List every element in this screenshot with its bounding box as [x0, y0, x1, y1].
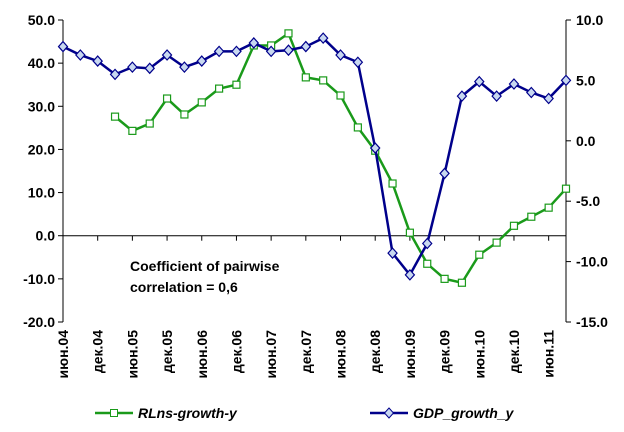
- x-tick-label: июн.10: [471, 330, 487, 379]
- point-marker: [127, 61, 138, 74]
- point-marker: [491, 90, 502, 103]
- point-marker: [369, 142, 381, 154]
- point-marker: [544, 203, 553, 212]
- point-marker: [317, 32, 329, 45]
- x-tick-label: июн.06: [194, 330, 210, 379]
- point-marker: [421, 237, 433, 250]
- y-tick-label: 50.0: [28, 12, 55, 28]
- x-tick-label: июн.07: [263, 330, 279, 379]
- annotation: Coefficient of pairwise: [130, 258, 280, 274]
- legend-label: GDP_growth_y: [413, 405, 515, 421]
- point-marker: [508, 78, 520, 90]
- point-marker: [404, 268, 416, 281]
- point-marker: [457, 278, 467, 287]
- point-marker: [353, 123, 362, 132]
- x-tick-label: дек.10: [506, 330, 522, 373]
- point-marker: [197, 98, 206, 107]
- y2-tick-label: 10.0: [576, 12, 603, 28]
- x-tick-label: дек.08: [367, 330, 383, 373]
- point-marker: [248, 37, 260, 49]
- point-marker: [180, 110, 189, 119]
- point-marker: [283, 44, 294, 57]
- point-marker: [423, 259, 432, 268]
- point-marker: [179, 61, 190, 74]
- point-marker: [440, 274, 449, 283]
- point-marker: [128, 126, 137, 135]
- legend-label: RLns-growth-y: [138, 405, 238, 421]
- point-marker: [439, 167, 450, 180]
- y2-tick-label: -15.0: [576, 314, 608, 330]
- point-marker: [527, 212, 536, 221]
- point-marker: [161, 49, 173, 61]
- point-marker: [475, 250, 484, 259]
- point-marker: [215, 84, 224, 93]
- point-marker: [231, 45, 242, 58]
- y-tick-label: 30.0: [28, 98, 55, 114]
- point-marker: [388, 179, 397, 188]
- point-marker: [300, 40, 312, 53]
- x-tick-label: июн.11: [541, 330, 557, 378]
- x-tick-label: июн.08: [333, 330, 349, 379]
- x-tick-label: июн.04: [55, 330, 71, 379]
- point-marker: [492, 238, 501, 247]
- point-marker: [284, 29, 293, 38]
- point-marker: [560, 74, 572, 87]
- point-marker: [265, 45, 277, 58]
- point-marker: [543, 92, 554, 105]
- point-marker: [144, 62, 156, 75]
- point-marker: [301, 73, 310, 82]
- x-tick-label: дек.06: [228, 330, 244, 373]
- y-tick-label: 40.0: [28, 55, 55, 71]
- point-marker: [110, 112, 120, 121]
- point-marker: [561, 184, 571, 193]
- point-marker: [196, 55, 208, 67]
- annotation: correlation = 0,6: [130, 279, 238, 295]
- y-tick-label: -20.0: [23, 314, 55, 330]
- point-marker: [473, 75, 485, 88]
- point-marker: [335, 49, 346, 61]
- y2-tick-label: -10.0: [576, 254, 608, 270]
- point-marker: [405, 228, 414, 237]
- x-tick-label: дек.09: [437, 330, 453, 373]
- point-marker: [456, 90, 468, 103]
- y2-tick-label: 5.0: [576, 72, 596, 88]
- x-tick-label: июн.05: [124, 330, 140, 379]
- x-tick-label: дек.04: [90, 330, 106, 373]
- point-marker: [319, 76, 328, 85]
- point-marker: [109, 68, 121, 81]
- point-marker: [509, 221, 519, 230]
- point-marker: [232, 80, 241, 89]
- y-tick-label: 10.0: [28, 185, 55, 201]
- point-marker: [352, 56, 364, 69]
- point-marker: [336, 91, 345, 100]
- series-line: [62, 36, 567, 278]
- legend-marker: [383, 407, 395, 419]
- x-tick-label: дек.05: [159, 330, 175, 373]
- point-marker: [526, 86, 537, 99]
- point-marker: [57, 40, 69, 53]
- point-marker: [75, 49, 86, 61]
- point-marker: [92, 55, 103, 67]
- x-tick-label: июн.09: [402, 330, 418, 379]
- point-marker: [162, 94, 172, 103]
- y-tick-label: 0.0: [36, 228, 56, 244]
- point-marker: [213, 45, 225, 58]
- legend-marker: [110, 409, 118, 417]
- y2-tick-label: -5.0: [576, 193, 600, 209]
- x-tick-label: дек.07: [298, 330, 314, 373]
- y-tick-label: -10.0: [23, 271, 55, 287]
- point-marker: [387, 247, 398, 260]
- y-tick-label: 20.0: [28, 141, 55, 157]
- point-marker: [145, 119, 154, 128]
- y2-tick-label: 0.0: [576, 133, 596, 149]
